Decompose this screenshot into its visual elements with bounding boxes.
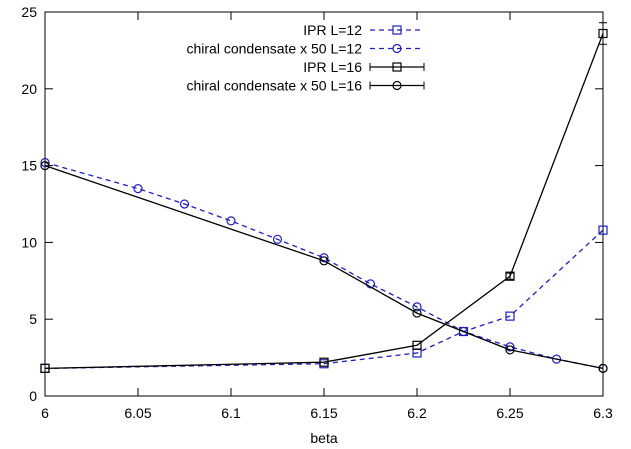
- x-axis-label: beta: [310, 430, 337, 446]
- data-point: [40, 363, 50, 373]
- data-point: [598, 28, 608, 39]
- data-point: [319, 256, 329, 266]
- series-line: [44, 164, 604, 370]
- y-tick-label: 0: [29, 388, 37, 404]
- data-point: [551, 354, 562, 364]
- data-point: [412, 340, 422, 350]
- data-point: [505, 345, 515, 355]
- y-tick-label: 5: [29, 311, 37, 327]
- data-point: [505, 271, 515, 281]
- x-tick-label: 6.25: [496, 405, 523, 421]
- data-point: [319, 357, 329, 367]
- legend-label: IPR L=12: [303, 22, 362, 38]
- series-layer: [40, 22, 608, 373]
- data-point: [598, 225, 608, 235]
- data-point: [392, 43, 402, 54]
- data-point: [505, 342, 515, 352]
- data-point: [319, 253, 329, 263]
- y-tick-label: 20: [21, 81, 37, 97]
- x-tick-label: 6.05: [124, 405, 151, 421]
- x-axis: 6 6.05 6.1 6.15 6.2 6.25 6.3: [41, 12, 613, 421]
- data-point: [133, 184, 143, 194]
- legend-label: IPR L=16: [303, 59, 362, 75]
- x-tick-label: 6.3: [593, 405, 613, 421]
- series-line: [44, 33, 604, 370]
- data-point: [365, 279, 376, 289]
- data-point: [392, 25, 402, 35]
- data-point: [392, 80, 402, 91]
- data-point: [505, 311, 515, 321]
- y-tick-label: 15: [21, 158, 37, 174]
- x-tick-label: 6.2: [407, 405, 427, 421]
- legend-label: chiral condensate x 50 L=12: [186, 41, 362, 57]
- data-point: [179, 199, 190, 209]
- x-tick-label: 6.1: [221, 405, 241, 421]
- data-point: [598, 363, 608, 373]
- data-point: [458, 326, 469, 337]
- data-point: [226, 216, 236, 226]
- series-line: [44, 161, 604, 370]
- x-tick-label: 6.15: [310, 405, 337, 421]
- legend: IPR L=12 chiral condensate x 50 L=12 IPR L…: [186, 22, 425, 94]
- series-line: [44, 229, 604, 370]
- data-point: [272, 234, 283, 244]
- y-axis: 0 5 10 15 20 25: [21, 4, 603, 404]
- y-tick-label: 25: [21, 4, 37, 20]
- data-point: [40, 161, 50, 171]
- data-point: [412, 302, 422, 312]
- data-point: [40, 157, 50, 168]
- data-point: [392, 62, 402, 72]
- x-tick-label: 6: [41, 405, 49, 421]
- series-3: [40, 22, 608, 373]
- data-point: [412, 308, 422, 318]
- series-2: [40, 157, 608, 373]
- legend-label: chiral condensate x 50 L=16: [186, 78, 362, 94]
- y-tick-label: 10: [21, 234, 37, 250]
- series-4: [40, 161, 608, 373]
